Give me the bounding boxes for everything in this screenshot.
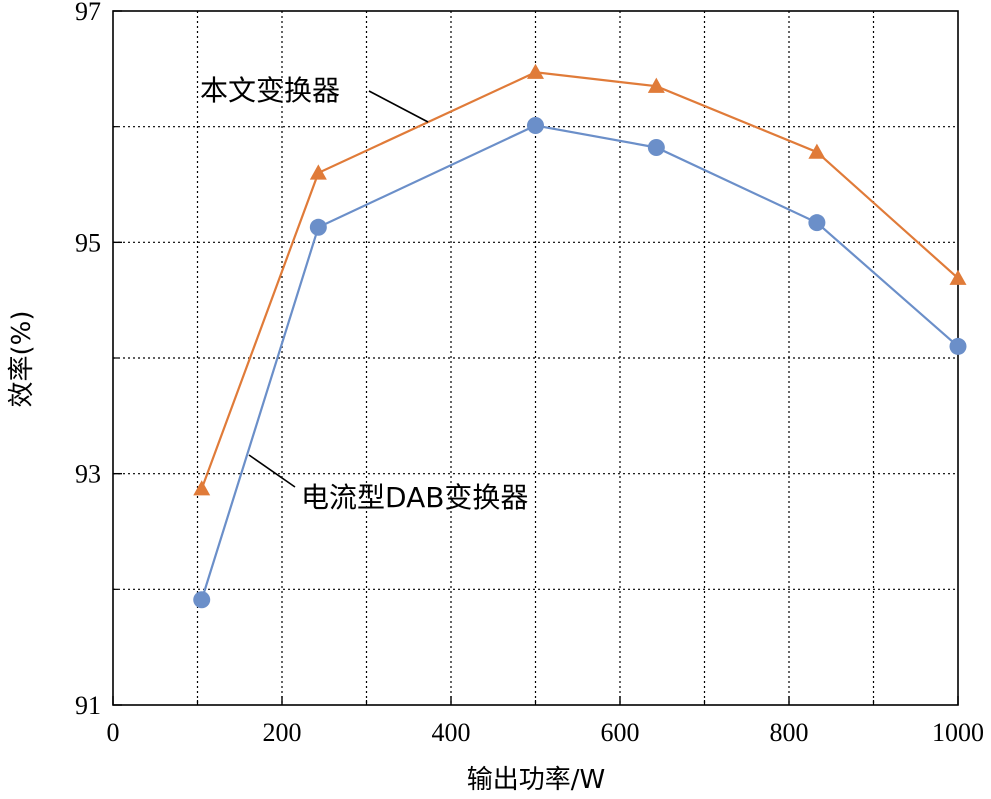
series-1-triangle-marker [808, 143, 826, 159]
x-tick-label: 0 [107, 718, 120, 747]
series-2-circle-marker [647, 138, 665, 156]
y-tick-label: 91 [75, 691, 101, 720]
annotation-leader-2 [248, 454, 296, 488]
y-tick-label: 97 [75, 0, 101, 26]
x-axis-title: 输出功率/W [467, 765, 605, 795]
axis-layer: 0 200 400 600 800 1000 91 93 95 97 [75, 0, 984, 747]
series-layer [193, 63, 967, 609]
annotation-label-1: 本文变换器 [200, 74, 340, 107]
x-tick-label: 600 [601, 718, 640, 747]
series-1-triangle-marker [527, 63, 544, 79]
grid-layer [113, 11, 958, 705]
series-2-circle-marker [949, 337, 967, 355]
y-tick-label: 95 [75, 228, 101, 257]
x-tick-label: 1000 [932, 718, 984, 747]
series-2-circle-marker [309, 218, 327, 236]
series-line-2 [200, 124, 959, 601]
series-1-triangle-marker [647, 77, 665, 93]
series-2-circle-marker [527, 117, 544, 135]
x-tick-label: 400 [432, 718, 471, 747]
y-axis-title: 效率(%) [7, 311, 37, 408]
annotation-label-2: 电流型DAB变换器 [301, 481, 528, 514]
series-1-triangle-marker [949, 269, 967, 285]
series-1-triangle-marker [309, 164, 327, 180]
series-1-triangle-marker [193, 480, 211, 496]
x-tick-label: 800 [770, 718, 809, 747]
x-tick-label: 200 [263, 718, 302, 747]
y-tick-label: 93 [75, 460, 101, 489]
series-2-circle-marker [193, 591, 211, 609]
series-2-circle-marker [808, 214, 826, 232]
series-line-1 [200, 71, 959, 490]
annotation-leader-1 [368, 90, 429, 123]
